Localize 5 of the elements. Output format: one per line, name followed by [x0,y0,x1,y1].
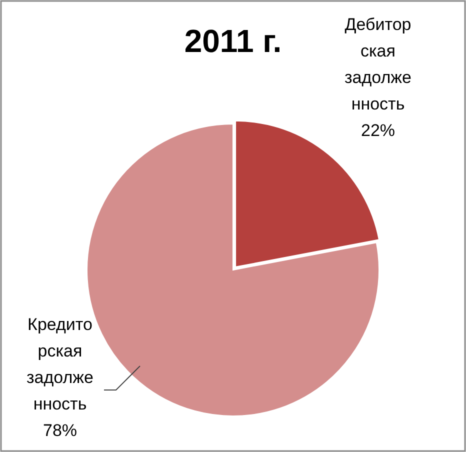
data-label: 22% [360,121,396,140]
chart-title: 2011 г. [184,23,282,59]
slice-label: Кредиторская задолженность [26,315,94,414]
data-label: 78% [42,421,78,440]
slice-label: Дебиторская задолженность [344,15,412,114]
